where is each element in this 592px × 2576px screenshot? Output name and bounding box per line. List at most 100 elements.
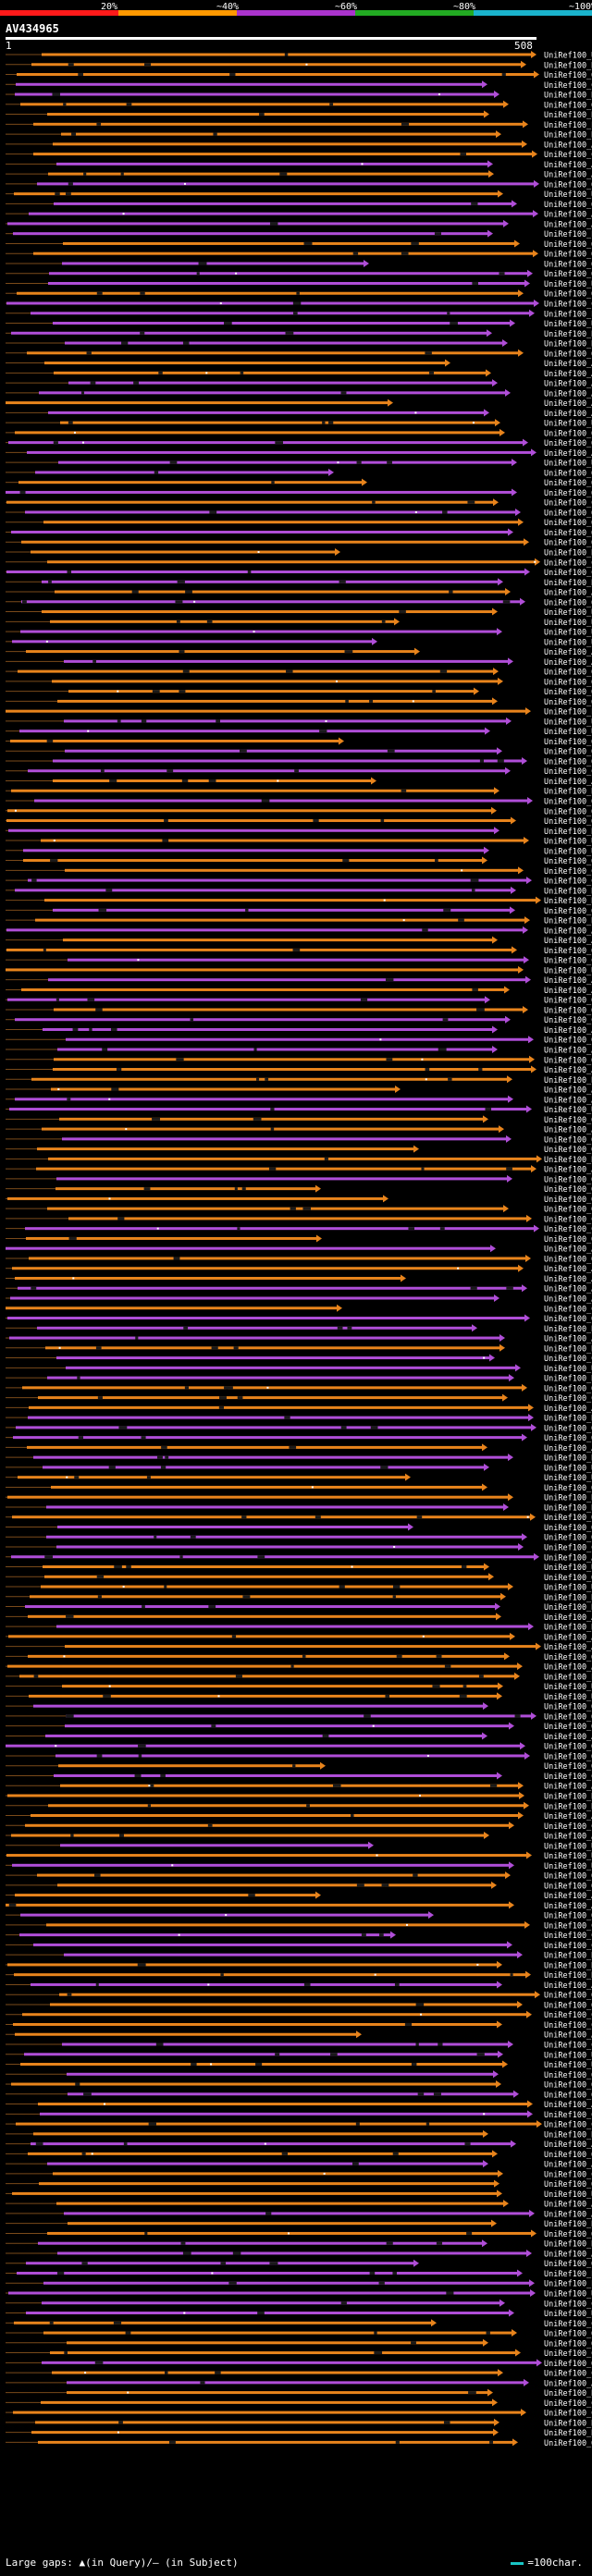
hit-row[interactable]: UniRef100_UP1000... [6, 51, 592, 61]
hit-label[interactable]: UniRef100_B2W076 [544, 1344, 592, 1354]
hit-label[interactable]: UniRef100_Q96EF4 [544, 1056, 592, 1065]
hit-label[interactable]: UniRef100_C7G786 [544, 2011, 592, 2020]
hit-row[interactable]: UniRef100_B3NC39 [6, 1801, 592, 1812]
hit-row[interactable]: UniRef100_B3XYC5 [6, 1602, 592, 1613]
hit-label[interactable]: UniRef100_Q14UQ3 [544, 180, 592, 190]
hit-row[interactable]: UniRef100_B2W076 [6, 1343, 592, 1355]
hit-label[interactable]: UniRef100_B0F652 [544, 340, 592, 350]
hit-label[interactable]: UniRef100_UP1000... [544, 728, 592, 737]
hit-row[interactable]: UniRef100_A9P384 [6, 379, 592, 389]
hit-label[interactable]: UniRef100_C3KSS4 [544, 1355, 592, 1364]
hit-label[interactable]: UniRef100_Q4A759 [544, 201, 592, 210]
hit-label[interactable]: UniRef100_UP1000... [544, 1852, 592, 1861]
hit-label[interactable]: UniRef100_C1B3D0 [544, 877, 592, 887]
hit-row[interactable]: UniRef100_B5DCY3 [6, 1324, 592, 1334]
hit-row[interactable]: UniRef100_P05143 [6, 120, 592, 130]
hit-row[interactable]: UniRef100_B0TGJ1 [6, 1592, 592, 1603]
hit-label[interactable]: UniRef100_Q9E938 [544, 1712, 592, 1722]
hit-label[interactable]: UniRef100_A6ZIS5 [544, 1285, 592, 1294]
hit-row[interactable]: UniRef100_Q9C1L9-3 [6, 806, 592, 817]
hit-row[interactable]: UniRef100_B0F654 [6, 329, 592, 339]
hit-label[interactable]: UniRef100_Q403B5 [544, 489, 592, 498]
hit-row[interactable]: UniRef100_Q62D62 [6, 428, 592, 439]
hit-label[interactable]: UniRef100_A9YA08 [544, 1733, 592, 1742]
hit-label[interactable]: UniRef100_A9P348 [544, 410, 592, 419]
hit-row[interactable]: UniRef100_Q6DZS2 [6, 1573, 592, 1583]
hit-row[interactable]: UniRef100_Q4EI55 [6, 478, 592, 489]
hit-label[interactable]: UniRef100_Q2U4N2 [544, 1653, 592, 1662]
hit-label[interactable]: UniRef100_Q6S3E6 [544, 519, 592, 528]
hit-label[interactable]: UniRef100_C1EP13 [544, 2349, 592, 2359]
hit-label[interactable]: UniRef100_B9RL07 [544, 1952, 592, 1961]
hit-row[interactable]: UniRef100_B8BFG8 [6, 2388, 592, 2399]
hit-label[interactable]: UniRef100_Q3MTK6 [544, 270, 592, 279]
hit-label[interactable]: UniRef100_Q1Q1M7 [544, 290, 592, 300]
hit-row[interactable]: UniRef100_A9P389 [6, 359, 592, 370]
hit-label[interactable]: UniRef100_A6ZIT3 [544, 987, 592, 996]
hit-row[interactable]: UniRef100_B8NGJ3 [6, 2219, 592, 2230]
hit-label[interactable]: UniRef100_Q9VZC2 [544, 539, 592, 548]
hit-row[interactable]: UniRef100_UP1000... [6, 727, 592, 738]
hit-label[interactable]: UniRef100_C7GK64 [544, 1305, 592, 1314]
hit-row[interactable]: UniRef100_B0NKG6 [6, 1155, 592, 1165]
hit-label[interactable]: UniRef100_B4IVG9 [544, 1503, 592, 1513]
hit-label[interactable]: UniRef100_UP1000... [544, 280, 592, 289]
hit-row[interactable]: UniRef100_C5YB11 [6, 2409, 592, 2419]
hit-label[interactable]: UniRef100_B4IT39 [544, 1793, 592, 1802]
hit-row[interactable]: UniRef100_Q9B1U7 [6, 2229, 592, 2239]
hit-row[interactable]: UniRef100_UP1000... [6, 628, 592, 638]
hit-row[interactable]: UniRef100_Q16630 [6, 697, 592, 707]
hit-label[interactable]: UniRef100_UP1000... [544, 1862, 592, 1871]
hit-label[interactable]: UniRef100_UP1000... [544, 2190, 592, 2200]
hit-label[interactable]: UniRef100_Q9U8B0 [544, 817, 592, 827]
hit-label[interactable]: UniRef100_UP1000... [544, 629, 592, 638]
hit-row[interactable]: UniRef100_B4F646 [6, 2428, 592, 2439]
hit-row[interactable]: UniRef100_Q2S2S2 [6, 1722, 592, 1733]
hit-label[interactable]: UniRef100_Q1BD25 [544, 1882, 592, 1891]
hit-label[interactable]: UniRef100_A6K6B9 [544, 1047, 592, 1056]
hit-row[interactable]: UniRef100_Q9SMH1 [6, 1751, 592, 1762]
hit-label[interactable]: UniRef100_Q5H4G6 [544, 1912, 592, 1921]
hit-row[interactable]: UniRef100_A7RBL5 [6, 2249, 592, 2260]
hit-label[interactable]: UniRef100_C5YB11 [544, 2410, 592, 2419]
hit-label[interactable]: UniRef100_A1D1S9 [544, 141, 592, 150]
hit-label[interactable]: UniRef100_C5K446 [544, 1932, 592, 1941]
hit-label[interactable]: UniRef100_Q6NVF9 [544, 678, 592, 687]
hit-label[interactable]: UniRef100_A9P380 [544, 399, 592, 409]
hit-row[interactable]: UniRef100_P19837 [6, 1672, 592, 1683]
hit-label[interactable]: UniRef100_Q3M6I2 [544, 1315, 592, 1324]
hit-row[interactable]: UniRef100_Q14UQ3 [6, 179, 592, 190]
hit-row[interactable]: UniRef100_B9QFG7 [6, 1493, 592, 1503]
hit-label[interactable]: UniRef100_A9P388 [544, 389, 592, 399]
hit-row[interactable]: UniRef100_A6QDB8 [6, 1811, 592, 1822]
hit-label[interactable]: UniRef100_B8NDN9 [544, 828, 592, 837]
hit-label[interactable]: UniRef100_Q9DBK0 [544, 2081, 592, 2091]
hit-label[interactable]: UniRef100_Q9XV36 [544, 469, 592, 478]
hit-row[interactable]: UniRef100_P40603 [6, 707, 592, 718]
hit-label[interactable]: UniRef100_A5E8N0 [544, 1245, 592, 1255]
hit-label[interactable]: UniRef100_Q94BY7 [544, 1762, 592, 1772]
hit-row[interactable]: UniRef100_UP1000... [6, 618, 592, 628]
hit-label[interactable]: UniRef100_B3M929 [544, 1624, 592, 1633]
hit-label[interactable]: UniRef100_UP1000... [544, 619, 592, 628]
hit-label[interactable]: UniRef100_Q94EN5 [544, 1255, 592, 1264]
hit-label[interactable]: UniRef100_Q0C8D0 [544, 71, 592, 80]
hit-label[interactable]: UniRef100_C0C235 [544, 2320, 592, 2329]
hit-label[interactable]: UniRef100_Q6S3E9 [544, 1196, 592, 1205]
hit-row[interactable]: UniRef100_C2X6B2 [6, 956, 592, 966]
hit-label[interactable]: UniRef100_A8U1N3 [544, 648, 592, 657]
hit-row[interactable]: UniRef100_Q9DBK0 [6, 2080, 592, 2091]
hit-label[interactable]: UniRef100_Q9J211 [544, 1424, 592, 1433]
hit-row[interactable]: UniRef100_A4JJI1 [6, 1404, 592, 1414]
hit-label[interactable]: UniRef100_C7ZZ65 [544, 1773, 592, 1782]
hit-row[interactable]: UniRef100_A6K6B9 [6, 1046, 592, 1056]
hit-label[interactable]: UniRef100_C1P0W2 [544, 2370, 592, 2379]
hit-label[interactable]: UniRef100_C7DLL1 [544, 1225, 592, 1234]
hit-row[interactable]: UniRef100_UP1000... [6, 717, 592, 728]
hit-row[interactable]: UniRef100_B0F653 [6, 1075, 592, 1086]
hit-row[interactable]: UniRef100_Q5DP73 [6, 946, 592, 956]
hit-row[interactable]: UniRef100_A6YP79 [6, 1334, 592, 1344]
hit-row[interactable]: UniRef100_UP1000... [6, 607, 592, 619]
hit-label[interactable]: UniRef100_UP1000... [544, 1842, 592, 1851]
hit-row[interactable]: UniRef100_A1CMR3 [6, 1025, 592, 1036]
